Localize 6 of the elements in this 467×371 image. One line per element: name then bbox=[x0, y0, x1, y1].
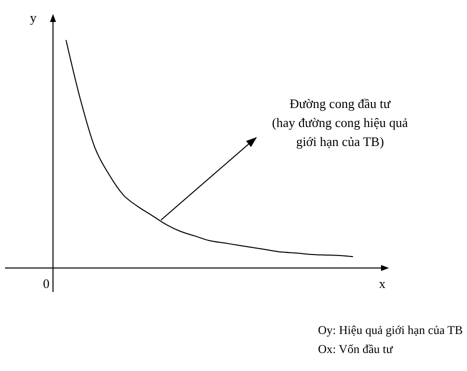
y-axis-title: y bbox=[30, 9, 36, 27]
text: Oy: Hiệu quả giới hạn của TB bbox=[318, 322, 463, 339]
annotation: Đường cong đầu tư (hay đường cong hiệu quả giới hạn của TB) bbox=[271, 95, 409, 151]
text: 0 bbox=[43, 275, 50, 293]
text: Ox: Vốn đầu tư bbox=[318, 341, 393, 358]
x-axis-title: x bbox=[379, 275, 386, 293]
